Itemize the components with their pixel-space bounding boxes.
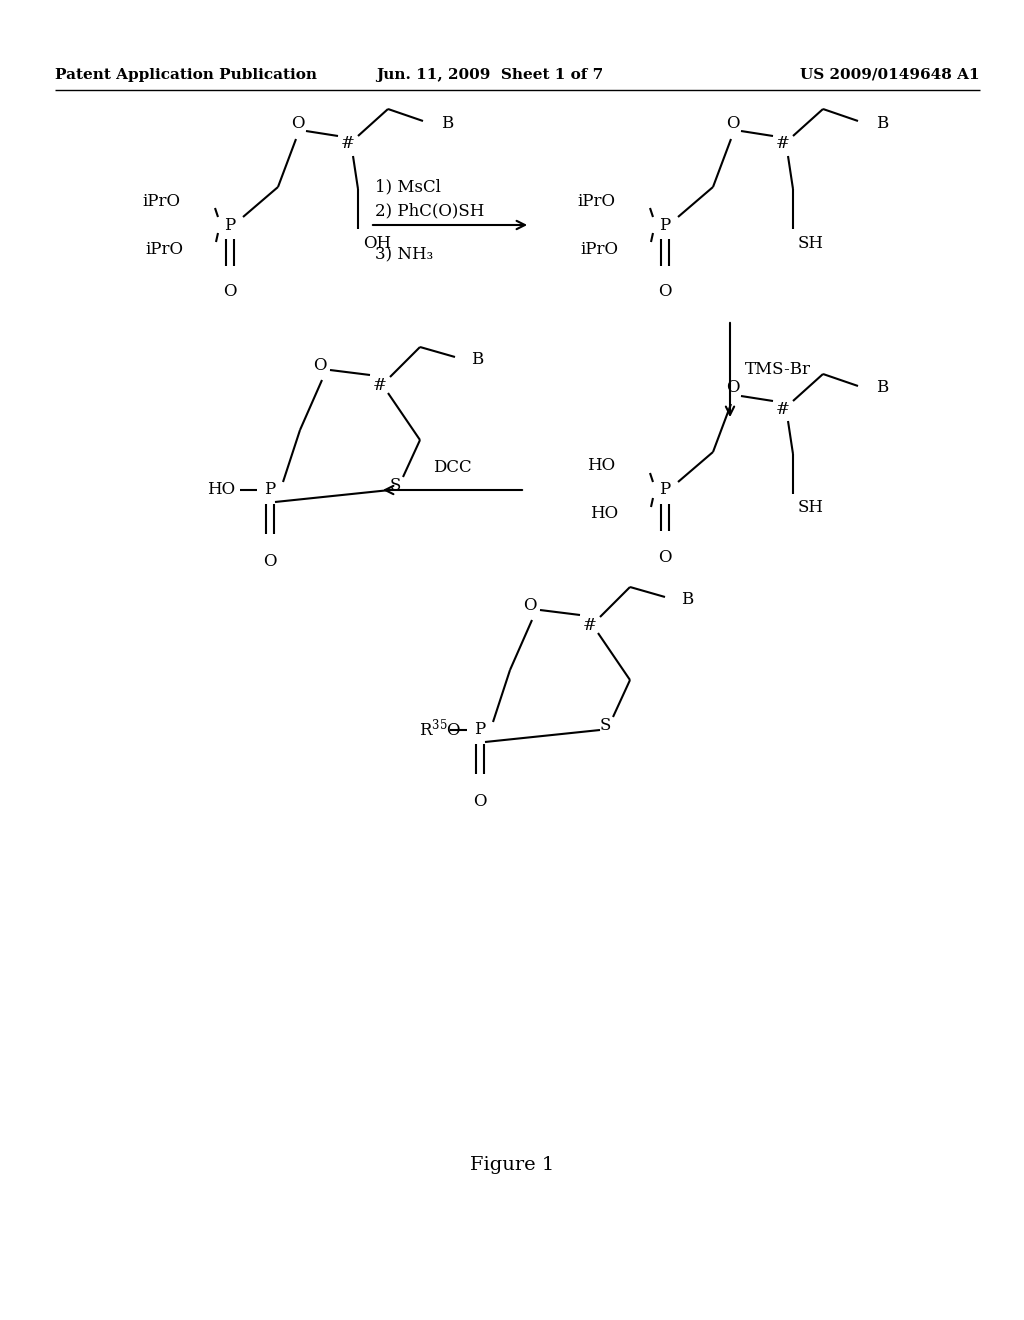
Text: DCC: DCC (433, 459, 472, 477)
Text: B: B (441, 115, 454, 132)
Text: HO: HO (590, 506, 618, 523)
Text: #: # (341, 136, 355, 153)
Text: iPrO: iPrO (145, 240, 183, 257)
Text: #: # (776, 136, 790, 153)
Text: $\mathregular{R^{35}O}$: $\mathregular{R^{35}O}$ (420, 717, 462, 739)
Text: US 2009/0149648 A1: US 2009/0149648 A1 (801, 69, 980, 82)
Text: 1) MsCl: 1) MsCl (375, 178, 441, 195)
Text: O: O (263, 553, 276, 570)
Text: O: O (726, 115, 739, 132)
Text: #: # (583, 616, 597, 634)
Text: O: O (523, 597, 537, 614)
Text: S: S (389, 477, 400, 494)
Text: #: # (373, 376, 387, 393)
Text: B: B (876, 115, 888, 132)
Text: B: B (876, 380, 888, 396)
Text: P: P (264, 482, 275, 499)
Text: B: B (681, 590, 693, 607)
Text: S: S (599, 717, 610, 734)
Text: iPrO: iPrO (577, 193, 615, 210)
Text: Figure 1: Figure 1 (470, 1156, 554, 1173)
Text: 3) NH₃: 3) NH₃ (375, 247, 433, 264)
Text: P: P (659, 482, 671, 499)
Text: 2) PhC(O)SH: 2) PhC(O)SH (375, 202, 484, 219)
Text: O: O (313, 356, 327, 374)
Text: O: O (726, 380, 739, 396)
Text: P: P (224, 216, 236, 234)
Text: #: # (776, 400, 790, 417)
Text: iPrO: iPrO (142, 193, 180, 210)
Text: O: O (223, 284, 237, 301)
Text: Jun. 11, 2009  Sheet 1 of 7: Jun. 11, 2009 Sheet 1 of 7 (377, 69, 603, 82)
Text: B: B (471, 351, 483, 367)
Text: O: O (473, 793, 486, 810)
Text: O: O (658, 549, 672, 565)
Text: HO: HO (207, 482, 234, 499)
Text: P: P (659, 216, 671, 234)
Text: iPrO: iPrO (580, 240, 618, 257)
Text: SH: SH (798, 499, 824, 516)
Text: O: O (291, 115, 305, 132)
Text: HO: HO (587, 458, 615, 474)
Text: SH: SH (798, 235, 824, 252)
Text: OH: OH (362, 235, 391, 252)
Text: Patent Application Publication: Patent Application Publication (55, 69, 317, 82)
Text: P: P (474, 722, 485, 738)
Text: O: O (658, 284, 672, 301)
Text: TMS-Br: TMS-Br (745, 362, 811, 379)
